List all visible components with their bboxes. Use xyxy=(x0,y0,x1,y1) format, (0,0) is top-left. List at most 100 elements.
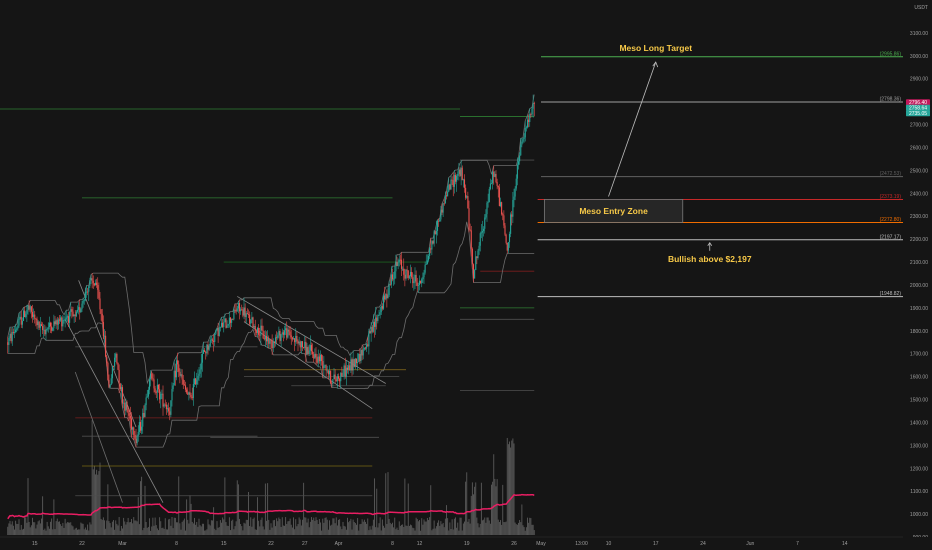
candle-body xyxy=(339,378,341,382)
x-tick-label: 7 xyxy=(796,541,799,547)
volume-bar xyxy=(242,530,244,535)
volume-bar xyxy=(421,518,423,535)
candle-body xyxy=(363,347,365,350)
volume-bar xyxy=(510,447,512,535)
time-axis[interactable]: 15 22 Mar 8 15 22 27 Apr 8 12 19 26 May 13:00 10 17 24 Ju… xyxy=(0,536,932,550)
candle-body xyxy=(254,325,256,332)
candle-body xyxy=(37,321,39,326)
candle-body xyxy=(399,259,401,261)
candle-body xyxy=(143,412,145,417)
candle-body xyxy=(183,384,185,386)
volume-bar xyxy=(250,517,252,535)
candle-body xyxy=(379,312,381,315)
volume-bar xyxy=(348,522,350,535)
candle-body xyxy=(90,278,92,280)
volume-bar xyxy=(311,517,312,535)
candle-body xyxy=(48,322,50,328)
candle-body xyxy=(238,303,241,312)
volume-bar xyxy=(91,420,93,535)
candle-body xyxy=(265,335,268,342)
volume-bar xyxy=(358,530,360,535)
volume-bar xyxy=(248,491,249,535)
candle-body xyxy=(67,316,70,323)
candle-body xyxy=(98,289,100,299)
candle-body xyxy=(263,338,265,340)
candle-body xyxy=(237,303,239,309)
y-tick-label: 1500.00 xyxy=(910,398,928,404)
candle-body xyxy=(470,230,472,249)
annotations-layer: (2995.86) (2798.36) (2472.53) (2373.19) (227… xyxy=(537,43,903,298)
candle-body xyxy=(246,313,248,315)
key-level-label: (2197.17) xyxy=(880,234,902,240)
volume-bar xyxy=(240,524,242,535)
x-tick-label: 8 xyxy=(391,541,394,547)
candle-body xyxy=(117,362,119,370)
volume-bar xyxy=(527,517,528,535)
candle-body xyxy=(184,385,187,390)
volume-bar xyxy=(60,524,62,535)
candle-body xyxy=(262,330,264,339)
volume-bar xyxy=(336,525,338,535)
volume-bar xyxy=(466,472,468,535)
candle-body xyxy=(303,347,305,349)
volume-bar xyxy=(219,520,221,535)
candle-body xyxy=(219,326,221,328)
candle-body xyxy=(43,329,45,331)
candle-body xyxy=(279,330,281,341)
candle-body xyxy=(7,342,9,345)
x-tick-label: 27 xyxy=(302,541,308,547)
price-axis[interactable]: USDT3100.003000.002900.002800.002700.002… xyxy=(904,0,932,550)
candle-body xyxy=(513,196,515,200)
candle-body xyxy=(355,358,358,364)
candle-body xyxy=(416,282,418,286)
volume-bar xyxy=(372,519,374,535)
candle-body xyxy=(378,314,380,316)
volume-bar xyxy=(506,437,508,535)
volume-bar xyxy=(136,521,138,535)
candle-body xyxy=(159,389,161,400)
candle-body xyxy=(429,248,431,256)
candle-body xyxy=(56,320,58,325)
volume-bar xyxy=(385,473,387,535)
volume-bar xyxy=(106,520,108,535)
volume-bar xyxy=(304,517,306,535)
key-level-label: (1948.82) xyxy=(880,291,902,297)
candle-body xyxy=(413,281,415,284)
volume-bar xyxy=(119,530,121,535)
candle-body xyxy=(447,191,449,197)
volume-bar xyxy=(521,504,523,535)
volume-bar xyxy=(15,520,17,535)
candle-body xyxy=(321,354,323,362)
candle-body xyxy=(310,345,313,352)
candle-body xyxy=(62,320,64,327)
candle-body xyxy=(35,318,37,320)
candle-body xyxy=(54,321,56,325)
volume-bar xyxy=(57,521,59,535)
candle-body xyxy=(174,370,176,378)
volume-bar xyxy=(88,530,90,535)
volume-bar xyxy=(340,526,342,535)
candle-body xyxy=(52,327,54,331)
volume-bar xyxy=(417,521,419,535)
candle-body xyxy=(249,314,251,324)
bullish-label: Bullish above $2,197 xyxy=(668,254,752,264)
y-tick-label: 1200.00 xyxy=(910,466,928,472)
candle-body xyxy=(354,358,356,367)
volume-bar xyxy=(322,518,324,535)
volume-bar xyxy=(380,530,382,535)
candle-body xyxy=(88,286,90,292)
candle-body xyxy=(214,333,216,342)
candle-body xyxy=(451,179,453,181)
candle-body xyxy=(163,404,165,407)
candle-body xyxy=(517,161,520,165)
volume-bar xyxy=(73,529,75,535)
volume-bar xyxy=(359,524,361,535)
volume-bar xyxy=(116,523,118,535)
candle-body xyxy=(370,327,372,334)
volume-bar xyxy=(296,526,298,535)
volume-bar xyxy=(213,507,215,535)
candle-body xyxy=(24,310,26,318)
candle-body xyxy=(156,384,158,393)
volume-bar xyxy=(128,522,130,535)
